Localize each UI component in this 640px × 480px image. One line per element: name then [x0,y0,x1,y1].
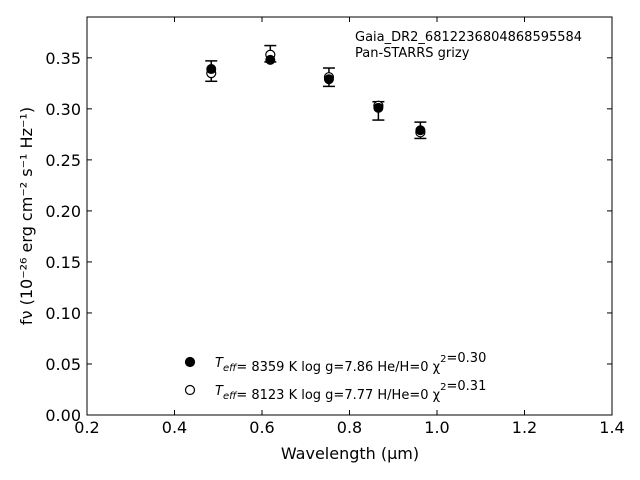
legend-text-part: =0.30 [447,351,487,366]
legend-entry-1: Teff= 8359 K log g=7.86 He/H=0 χ2=0.30 [215,351,486,375]
filter-set-annotation: Pan-STARRS grizy [355,46,470,61]
x-tick-label: 1.0 [424,418,449,437]
legend-text-part: T [215,384,224,399]
legend-open-marker [184,384,196,396]
x-tick-label: 0.4 [162,418,187,437]
x-axis-label: Wavelength (μm) [281,444,419,463]
legend-text-part: =0.31 [447,379,487,394]
y-tick-label: 0.05 [45,355,81,374]
object-name-annotation: Gaia_DR2_6812236804868595584 [355,30,582,45]
legend: Teff= 8359 K log g=7.86 He/H=0 χ2=0.30Te… [184,351,486,403]
filled-circle-point [206,64,217,75]
legend-text-part: = 8123 K log g=7.77 H/He=0 χ [236,388,440,403]
x-tick-label: 0.2 [74,418,99,437]
x-tick-label: 1.4 [599,418,624,437]
filled-circle-point [415,125,426,136]
legend-text-part: eff [223,363,238,374]
y-tick-label: 0.00 [45,406,81,425]
y-tick-label: 0.25 [45,151,81,170]
x-tick-label: 1.2 [512,418,537,437]
legend-entry-2: Teff= 8123 K log g=7.77 H/He=0 χ2=0.31 [215,379,486,403]
y-tick-label: 0.35 [45,49,81,68]
y-axis-label: fν (10⁻²⁶ erg cm⁻² s⁻¹ Hz⁻¹) [17,107,36,325]
y-tick-label: 0.10 [45,304,81,323]
plot-frame [86,16,613,416]
legend-text-part: 2 [440,354,446,365]
legend-text-part: = 8359 K log g=7.86 He/H=0 χ [236,360,440,375]
legend-text-part: 2 [440,382,446,393]
y-tick-label: 0.15 [45,253,81,272]
x-tick-label: 0.6 [249,418,274,437]
legend-filled-marker [184,356,196,368]
filled-circle-point [323,74,334,85]
y-tick-label: 0.30 [45,100,81,119]
legend-text-part: T [215,356,224,371]
x-tick-label: 0.8 [337,418,362,437]
filled-circle-point [373,102,384,113]
y-tick-label: 0.20 [45,202,81,221]
legend-text-part: eff [223,391,238,402]
filled-circle-point [265,54,276,65]
